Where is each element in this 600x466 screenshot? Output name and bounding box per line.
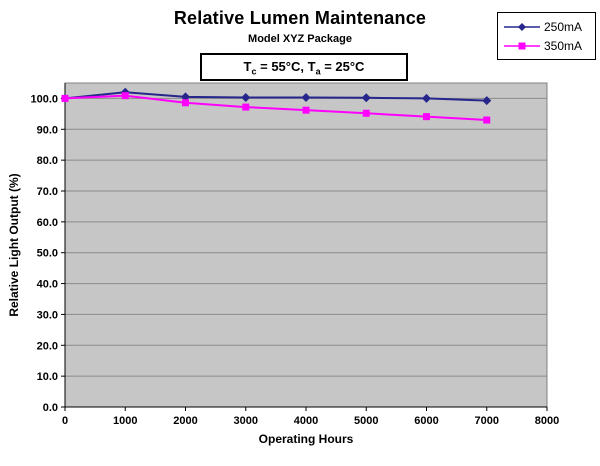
y-tick-label: 0.0: [43, 402, 58, 414]
y-tick-label: 70.0: [37, 186, 58, 198]
x-tick-label: 6000: [414, 415, 438, 427]
data-point-marker: [483, 116, 491, 124]
data-point-marker: [301, 93, 311, 103]
square-line-marker-icon: [504, 42, 540, 49]
data-point-marker: [361, 93, 371, 103]
x-tick-label: 1000: [113, 415, 137, 427]
x-axis-ticks: 0 1000 2000 3000 4000 5000 6000 7000 8000: [62, 407, 559, 427]
series-350mA: [61, 92, 491, 124]
legend-label: 350mA: [544, 38, 583, 53]
data-point-marker: [482, 96, 492, 106]
x-tick-label: 8000: [535, 415, 559, 427]
x-tick-label: 2000: [173, 415, 197, 427]
x-axis-title: Operating Hours: [258, 432, 354, 446]
y-tick-label: 60.0: [37, 217, 58, 229]
data-point-marker: [423, 113, 430, 121]
data-point-marker: [121, 92, 129, 100]
x-tick-label: 3000: [234, 415, 258, 427]
test-condition-box: Tc = 55°C, Ta = 25°C: [200, 53, 408, 81]
series-line: [64, 91, 487, 102]
legend-item-350mA: 350mA: [503, 36, 591, 55]
data-point-marker: [422, 93, 431, 103]
data-point-marker: [241, 93, 251, 103]
chart-title: Relative Lumen Maintenance: [173, 8, 427, 28]
series-line: [64, 94, 487, 122]
plot-background: [64, 82, 548, 408]
x-tick-label: 0: [62, 415, 68, 427]
chart-subtitle: Model XYZ Package: [248, 33, 352, 45]
condition-text: Tc = 55°C, Ta = 25°C: [243, 59, 365, 77]
data-point-marker: [61, 94, 69, 102]
y-tick-label: 50.0: [37, 248, 58, 260]
legend-label: 250mA: [544, 19, 583, 34]
y-axis-ticks: 0.0 10.0 20.0 30.0 40.0 50.0 60.0 70.0 80.0 90.0 1…: [30, 93, 65, 414]
y-tick-label: 30.0: [37, 309, 58, 321]
y-axis-title: Relative Light Output (%): [7, 173, 21, 317]
y-tick-label: 40.0: [37, 279, 58, 291]
y-tick-label: 100.0: [30, 93, 58, 105]
x-tick-label: 4000: [294, 415, 318, 427]
x-tick-label: 5000: [354, 415, 378, 427]
data-point-marker: [182, 99, 189, 107]
legend-item-250mA: 250mA: [503, 17, 591, 36]
legend: 250mA 350mA: [497, 12, 596, 60]
data-point-marker: [181, 92, 190, 102]
y-tick-label: 90.0: [37, 124, 58, 136]
y-tick-label: 20.0: [37, 340, 58, 352]
data-point-marker: [302, 106, 310, 114]
y-tick-label: 80.0: [37, 155, 58, 167]
diamond-line-marker-icon: [504, 22, 540, 31]
y-tick-label: 10.0: [37, 371, 58, 383]
x-tick-label: 7000: [475, 415, 499, 427]
data-point-marker: [362, 109, 370, 117]
data-point-marker: [242, 103, 250, 111]
